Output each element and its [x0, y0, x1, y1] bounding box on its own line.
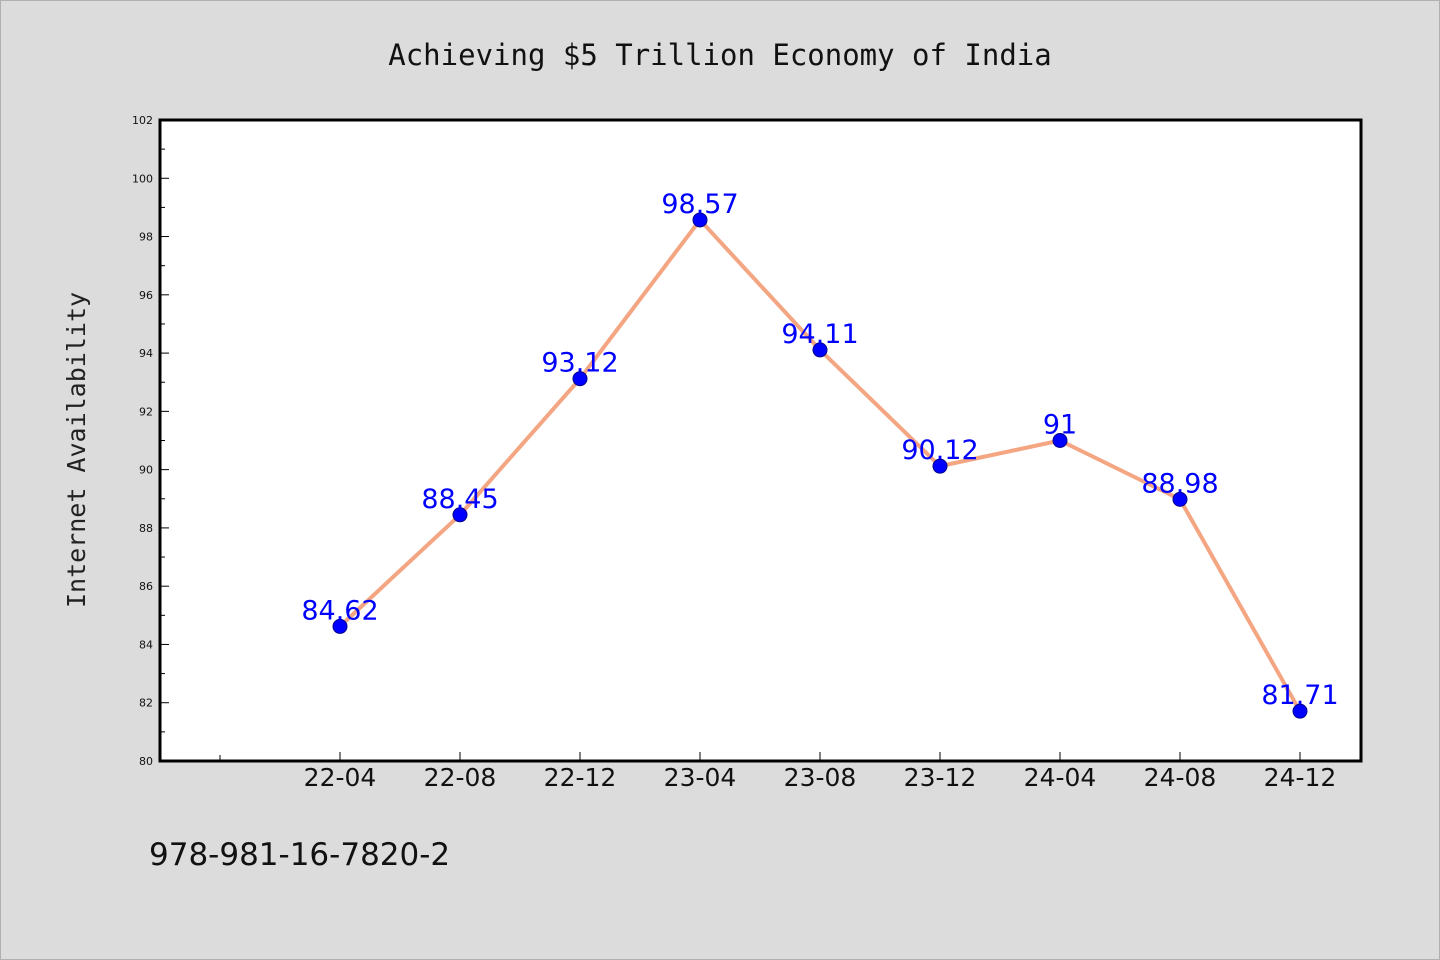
y-axis: 80 82 84 86 88 90 92 94 96 98 100 102: [132, 114, 169, 768]
data-point: [452, 507, 468, 523]
x-axis: 22-04 22-08 22-12 23-04 23-08 23-12 24-04 24-08…: [219, 752, 1337, 792]
data-point: [692, 212, 708, 228]
y-tick-label: 96: [139, 289, 153, 302]
data-labels-layer: 84.62 88.45 93.12 98.57 94.11 90.12 91 88.98 81.…: [301, 189, 1338, 711]
x-tick-label: 23-12: [904, 763, 977, 792]
y-tick-label: 80: [139, 755, 153, 768]
x-tick-label: 24-08: [1144, 763, 1217, 792]
data-label: 90.12: [901, 435, 978, 466]
y-tick-label: 84: [139, 638, 153, 651]
y-tick-label: 98: [139, 231, 153, 244]
y-tick-label: 94: [139, 347, 153, 360]
y-tick-label: 92: [139, 405, 153, 418]
markers-layer: [332, 212, 1308, 719]
data-point: [812, 342, 828, 358]
data-label: 94.11: [781, 319, 858, 350]
plot-area: [158, 118, 1363, 763]
data-label: 88.45: [421, 484, 498, 515]
data-point: [1052, 433, 1068, 448]
x-tick-label: 23-04: [664, 763, 737, 792]
data-label: 93.12: [541, 348, 618, 379]
x-tick-label: 24-04: [1024, 763, 1097, 792]
y-tick-label: 102: [132, 114, 153, 127]
x-tick-label: 22-08: [424, 763, 497, 792]
y-axis-title: Internet Availability: [62, 292, 91, 608]
y-tick-label: 90: [139, 464, 153, 477]
x-tick-label: 24-12: [1264, 763, 1337, 792]
data-label: 84.62: [301, 595, 378, 626]
data-point: [1172, 491, 1188, 507]
footer-code: 978-981-16-7820-2: [149, 837, 450, 873]
data-point: [572, 371, 588, 387]
data-label: 88.98: [1141, 468, 1218, 499]
data-label: 98.57: [661, 189, 738, 220]
chart-title: Achieving $5 Trillion Economy of India: [388, 38, 1051, 72]
x-tick-label: 22-12: [544, 763, 617, 792]
y-tick-label: 86: [139, 580, 153, 593]
x-tick-label: 23-08: [784, 763, 857, 792]
y-tick-label: 82: [139, 697, 153, 710]
data-point: [932, 458, 948, 474]
data-point: [1292, 703, 1308, 719]
x-tick-label: 22-04: [304, 763, 377, 792]
data-label: 91: [1043, 410, 1077, 441]
y-tick-label: 100: [132, 172, 153, 185]
data-label: 81.71: [1261, 680, 1338, 711]
y-tick-label: 88: [139, 522, 153, 535]
data-point: [332, 618, 348, 634]
